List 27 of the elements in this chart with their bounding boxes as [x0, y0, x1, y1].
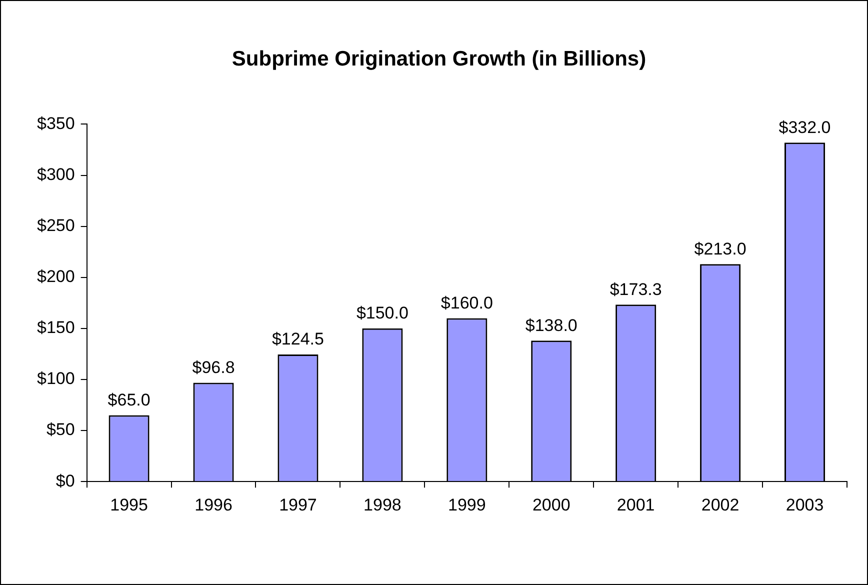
- x-tick-label: 2003: [786, 495, 824, 514]
- x-tick-label: 1995: [110, 495, 148, 514]
- data-label: $96.8: [192, 358, 235, 377]
- y-tick-label: $50: [46, 420, 75, 440]
- chart-title: Subprime Origination Growth (in Billions): [232, 47, 646, 70]
- x-tick-label: 2001: [616, 495, 655, 514]
- y-tick-label: $250: [36, 216, 75, 235]
- y-tick-label: $150: [36, 318, 75, 338]
- x-tick-label: 1999: [448, 495, 486, 514]
- data-label: $150.0: [356, 304, 408, 323]
- y-tick-label: $350: [36, 114, 75, 133]
- data-label: $213.0: [694, 239, 746, 258]
- y-tick-label: $300: [36, 164, 75, 184]
- data-label: $138.0: [525, 316, 578, 335]
- data-label: $65.0: [108, 390, 150, 410]
- x-tick-label: 2000: [532, 495, 570, 514]
- data-label: $124.5: [272, 330, 324, 349]
- x-tick-label: 1998: [364, 495, 402, 514]
- x-tick-label: 1996: [194, 495, 232, 514]
- x-tick-label: 2002: [701, 495, 740, 514]
- data-label: $160.0: [440, 293, 493, 312]
- data-label: $173.3: [610, 280, 662, 299]
- x-tick-label: 1997: [279, 495, 317, 514]
- data-label: $332.0: [778, 118, 831, 137]
- y-tick-label: $200: [36, 267, 75, 286]
- y-tick-label: $0: [56, 471, 75, 490]
- y-tick-label: $100: [36, 369, 75, 388]
